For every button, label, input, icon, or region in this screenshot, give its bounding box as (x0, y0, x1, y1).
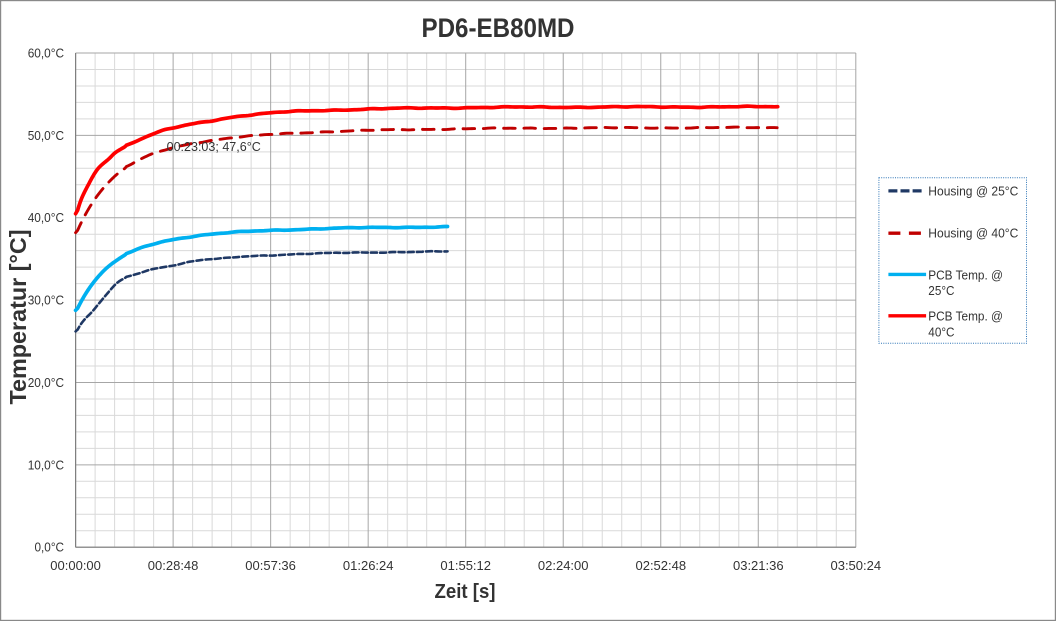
svg-text:01:26:24: 01:26:24 (343, 558, 394, 573)
svg-text:02:24:00: 02:24:00 (538, 558, 589, 573)
svg-text:Housing @ 40°C: Housing @ 40°C (928, 227, 1018, 241)
svg-text:Zeit [s]: Zeit [s] (435, 581, 496, 603)
svg-text:PCB Temp. @: PCB Temp. @ (928, 269, 1003, 283)
svg-text:00:28:48: 00:28:48 (148, 558, 199, 573)
svg-text:00:00:00: 00:00:00 (50, 558, 101, 573)
svg-text:00:23:03; 47,6°C: 00:23:03; 47,6°C (167, 140, 261, 154)
svg-text:40,0°C: 40,0°C (28, 210, 64, 225)
svg-text:00:57:36: 00:57:36 (245, 558, 296, 573)
svg-text:03:21:36: 03:21:36 (733, 558, 784, 573)
svg-text:60,0°C: 60,0°C (28, 46, 64, 61)
svg-text:40°C: 40°C (928, 326, 954, 340)
svg-text:03:50:24: 03:50:24 (830, 558, 881, 573)
svg-text:25°C: 25°C (928, 284, 954, 298)
svg-text:10,0°C: 10,0°C (28, 457, 64, 472)
svg-text:50,0°C: 50,0°C (28, 128, 64, 143)
svg-text:30,0°C: 30,0°C (28, 293, 64, 308)
svg-text:20,0°C: 20,0°C (28, 375, 64, 390)
svg-text:0,0°C: 0,0°C (35, 540, 65, 555)
svg-text:Temperatur [°C]: Temperatur [°C] (5, 230, 31, 405)
svg-text:PCB Temp. @: PCB Temp. @ (928, 310, 1003, 324)
svg-text:01:55:12: 01:55:12 (440, 558, 491, 573)
svg-text:02:52:48: 02:52:48 (635, 558, 686, 573)
svg-text:PD6-EB80MD: PD6-EB80MD (422, 13, 575, 43)
svg-text:Housing @ 25°C: Housing @ 25°C (928, 184, 1018, 198)
